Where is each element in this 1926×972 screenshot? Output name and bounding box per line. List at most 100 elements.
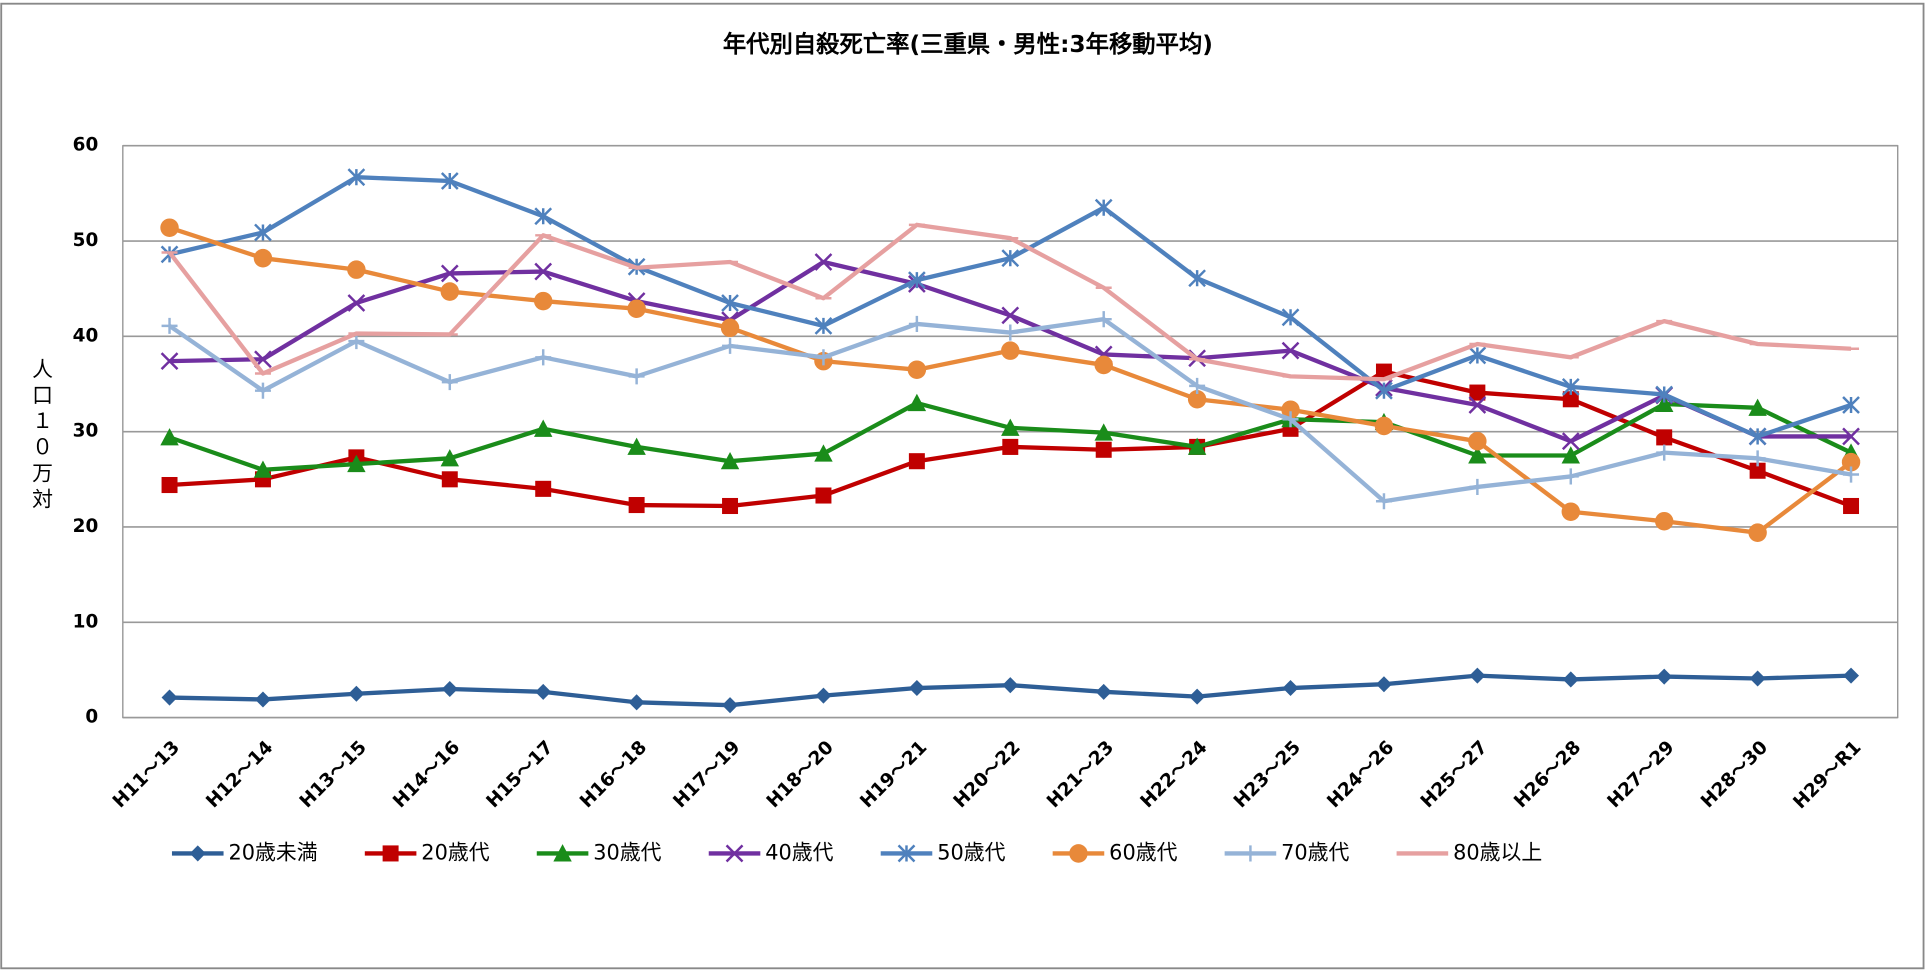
data-point: [1002, 438, 1019, 455]
data-point: [1561, 502, 1581, 521]
data-point: [1468, 446, 1487, 464]
data-point: [441, 374, 458, 391]
legend-marker: [725, 844, 744, 863]
data-point: [814, 253, 833, 271]
data-point: [440, 264, 459, 283]
data-point: [1655, 385, 1674, 404]
data-point: [533, 291, 553, 311]
data-point: [628, 368, 645, 385]
data-point: [1654, 394, 1674, 413]
legend-label: 60歳代: [1109, 840, 1177, 864]
data-point: [1656, 444, 1673, 461]
data-point: [722, 697, 739, 714]
data-point: [1375, 381, 1393, 400]
legend-label: 50歳代: [937, 840, 1005, 864]
data-point: [815, 349, 832, 366]
data-point: [627, 437, 646, 455]
data-point: [1749, 450, 1766, 467]
data-point: [347, 260, 366, 279]
data-point: [535, 480, 552, 497]
data-point: [721, 294, 739, 312]
legend-marker: [897, 844, 916, 863]
series: [161, 311, 1860, 510]
data-point: [1095, 441, 1112, 458]
data-point: [254, 382, 271, 399]
data-point: [1843, 667, 1860, 684]
data-point: [534, 207, 553, 226]
data-point: [1001, 341, 1020, 360]
data-point: [1843, 466, 1860, 483]
data-point: [1656, 429, 1673, 446]
series: [160, 393, 1861, 478]
data-point: [1282, 680, 1299, 697]
legend-label: 40歳代: [765, 840, 833, 864]
data-point: [1656, 668, 1673, 685]
data-point: [720, 451, 740, 470]
data-point: [161, 477, 178, 494]
data-point: [440, 172, 459, 190]
data-point: [1562, 671, 1579, 688]
y-tick-label: 30: [73, 421, 99, 442]
legend-label: 30歳代: [593, 840, 661, 864]
series: [161, 222, 1860, 382]
legend-marker: [1069, 844, 1088, 863]
data-point: [441, 471, 458, 488]
data-point: [254, 223, 272, 242]
data-point: [1375, 493, 1392, 510]
data-point: [1189, 688, 1206, 705]
legend-label: 80歳以上: [1453, 840, 1542, 864]
data-point: [441, 680, 458, 698]
data-point: [1561, 377, 1580, 396]
data-point: [534, 262, 553, 281]
data-point: [1469, 478, 1486, 495]
data-point: [1094, 423, 1113, 441]
legend-marker: [382, 845, 399, 862]
data-point: [535, 683, 552, 700]
y-tick-label: 20: [73, 516, 99, 537]
data-point: [628, 497, 645, 514]
data-point: [535, 349, 552, 366]
data-point: [533, 419, 553, 437]
data-point: [160, 352, 179, 371]
y-tick-label: 10: [73, 611, 99, 632]
data-point: [1281, 308, 1300, 327]
legend-marker: [189, 845, 206, 862]
data-point: [1095, 311, 1112, 328]
data-point: [908, 680, 925, 697]
data-point: [720, 318, 740, 338]
legend-marker: [1242, 845, 1259, 862]
legend-label: 70歳代: [1281, 840, 1349, 864]
data-point: [1468, 431, 1487, 451]
data-point: [907, 393, 927, 412]
data-point: [814, 316, 833, 335]
data-point: [347, 168, 366, 187]
data-point: [1281, 341, 1300, 360]
data-point: [1095, 683, 1112, 700]
data-point: [722, 337, 739, 354]
data-point: [722, 497, 739, 515]
data-point: [1001, 306, 1020, 325]
data-point: [1001, 418, 1020, 436]
legend-marker: [553, 844, 572, 862]
data-point: [815, 487, 832, 504]
data-point: [814, 444, 833, 462]
data-point: [253, 460, 273, 478]
data-point: [440, 449, 460, 467]
legend-label: 20歳未満: [228, 840, 317, 864]
data-point: [348, 685, 365, 702]
data-point: [1187, 437, 1207, 455]
series: [160, 168, 1860, 446]
y-tick-label: 60: [73, 135, 99, 156]
data-point: [1562, 391, 1579, 408]
data-point: [1094, 198, 1113, 217]
data-point: [1749, 462, 1766, 479]
data-point: [1561, 446, 1581, 464]
y-axis-label: 人口１０万対: [30, 358, 54, 514]
data-point: [1002, 677, 1019, 694]
data-point: [1189, 377, 1206, 394]
data-point: [1468, 346, 1487, 365]
data-point: [253, 248, 273, 268]
y-tick-label: 0: [85, 707, 98, 728]
